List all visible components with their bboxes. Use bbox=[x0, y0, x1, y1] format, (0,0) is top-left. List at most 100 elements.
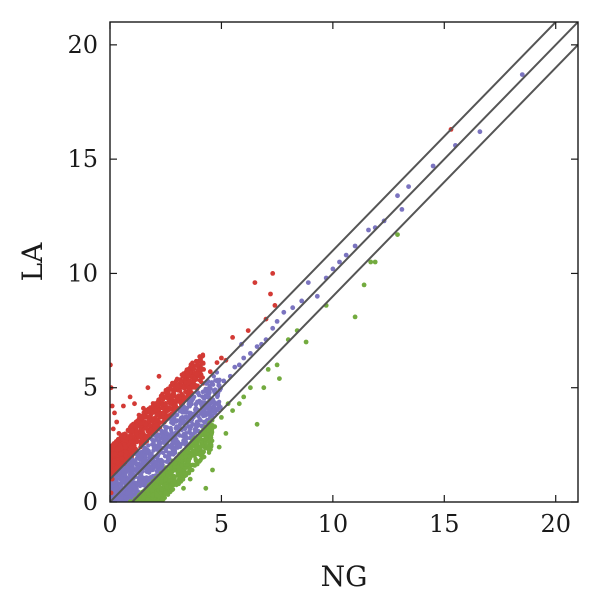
data-point bbox=[368, 259, 374, 265]
data-point bbox=[372, 259, 378, 265]
cloud-point bbox=[134, 439, 140, 445]
cloud-point bbox=[114, 441, 119, 446]
cloud-point bbox=[113, 475, 119, 480]
data-point bbox=[127, 472, 133, 477]
cloud-point bbox=[153, 422, 159, 427]
cloud-point bbox=[193, 401, 199, 406]
data-point bbox=[174, 396, 180, 402]
cloud-point bbox=[178, 379, 183, 384]
data-point bbox=[261, 385, 267, 391]
data-point bbox=[361, 282, 367, 288]
cloud-point bbox=[183, 431, 188, 436]
cloud-point bbox=[154, 483, 159, 488]
cloud-point bbox=[198, 358, 203, 363]
cloud-point bbox=[165, 473, 170, 478]
data-point bbox=[290, 305, 296, 311]
axes: 0 5 10 15 20 0 5 10 15 20 bbox=[67, 22, 578, 538]
data-point bbox=[138, 433, 144, 439]
reference-lines bbox=[110, 22, 578, 502]
cloud-point bbox=[187, 454, 192, 459]
data-point bbox=[136, 412, 142, 418]
cloud-point bbox=[173, 461, 178, 466]
data-point bbox=[216, 383, 222, 388]
cloud-point bbox=[160, 406, 165, 411]
data-point bbox=[176, 467, 182, 473]
cloud-point bbox=[187, 424, 192, 429]
cloud-point bbox=[168, 428, 174, 433]
cloud-point bbox=[215, 401, 220, 406]
cloud-point bbox=[154, 418, 159, 423]
cloud-point bbox=[169, 395, 175, 400]
cloud-point bbox=[172, 415, 177, 420]
data-point bbox=[210, 467, 215, 473]
data-point bbox=[254, 344, 260, 349]
data-point bbox=[129, 428, 135, 434]
cloud-point bbox=[139, 437, 144, 443]
cloud-point bbox=[189, 383, 194, 389]
cloud-point bbox=[185, 371, 190, 376]
data-point bbox=[281, 309, 287, 315]
cloud-point bbox=[131, 461, 137, 466]
cloud-point bbox=[132, 485, 138, 491]
cloud-point bbox=[152, 459, 157, 464]
data-point bbox=[303, 339, 309, 345]
y-tick-label: 5 bbox=[83, 374, 98, 402]
cloud-point bbox=[170, 487, 176, 492]
cloud-point bbox=[204, 389, 209, 394]
data-point bbox=[277, 376, 282, 381]
cloud-point bbox=[195, 367, 201, 372]
data-point bbox=[161, 410, 166, 416]
cloud-point bbox=[127, 488, 132, 493]
data-point bbox=[395, 232, 400, 238]
cloud-point bbox=[181, 371, 186, 377]
data-point bbox=[203, 435, 209, 441]
data-point bbox=[141, 458, 146, 464]
data-point bbox=[141, 405, 146, 411]
y-tick-label: 20 bbox=[67, 31, 98, 59]
data-point bbox=[241, 394, 247, 400]
cloud-point bbox=[167, 401, 173, 406]
data-point bbox=[145, 497, 151, 502]
data-point bbox=[399, 207, 405, 212]
cloud-point bbox=[190, 448, 196, 453]
cloud-point bbox=[119, 434, 124, 439]
data-point bbox=[270, 271, 276, 276]
y-tick-label: 15 bbox=[67, 145, 98, 173]
cloud-point bbox=[183, 426, 188, 432]
data-point bbox=[152, 401, 158, 407]
cloud-point bbox=[174, 412, 179, 417]
cloud-point bbox=[164, 484, 169, 490]
cloud-point bbox=[171, 390, 176, 395]
data-point bbox=[163, 389, 169, 395]
cloud-point bbox=[133, 428, 139, 433]
cloud-point bbox=[184, 405, 190, 411]
cloud-point bbox=[129, 423, 134, 428]
cloud-point bbox=[160, 497, 165, 502]
y-axis-label: LA bbox=[16, 242, 49, 282]
cloud-point bbox=[143, 449, 148, 454]
x-tick-label: 5 bbox=[214, 510, 229, 538]
cloud-point bbox=[198, 418, 203, 423]
cloud-point bbox=[209, 442, 214, 447]
cloud-point bbox=[158, 420, 163, 425]
data-point bbox=[154, 492, 160, 498]
cloud-point bbox=[167, 464, 173, 470]
cloud-point bbox=[186, 458, 191, 464]
cloud-point bbox=[163, 401, 168, 407]
cloud-point bbox=[149, 465, 154, 470]
cloud-point bbox=[135, 482, 140, 487]
cloud-point bbox=[172, 468, 177, 473]
cloud-point bbox=[216, 379, 221, 384]
data-point bbox=[163, 490, 169, 496]
data-point bbox=[116, 431, 122, 436]
data-point bbox=[366, 227, 371, 233]
data-point bbox=[158, 479, 164, 484]
data-point bbox=[181, 419, 186, 425]
cloud-point bbox=[200, 408, 205, 413]
data-point bbox=[165, 408, 171, 413]
data-point bbox=[352, 243, 358, 249]
data-point bbox=[145, 385, 151, 391]
data-point bbox=[127, 394, 133, 400]
cloud-point bbox=[119, 456, 125, 461]
data-point bbox=[149, 417, 155, 423]
